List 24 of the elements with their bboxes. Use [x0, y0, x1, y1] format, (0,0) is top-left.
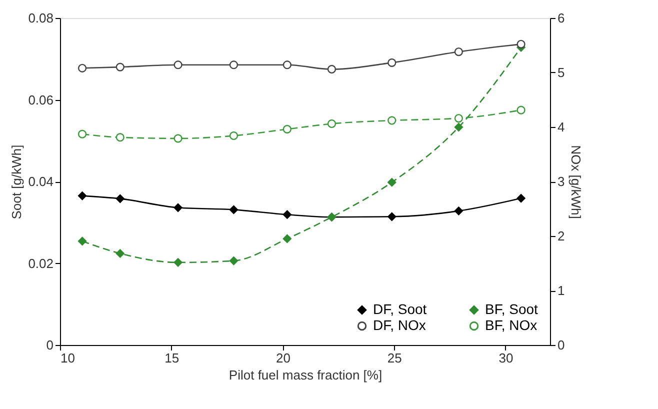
y-axis-title: Soot [g/kWh] — [9, 144, 24, 220]
y-tick-label: 0.06 — [28, 92, 54, 108]
x-tick-label: 10 — [60, 350, 75, 366]
y2-tick-label: 5 — [558, 65, 565, 80]
y2-tick-label: 0 — [558, 338, 565, 352]
x-tick-label: 15 — [164, 350, 180, 366]
x-tick-label: 20 — [276, 350, 290, 366]
y2-tick-label: 3 — [558, 174, 565, 189]
y-tick-label: 0.02 — [28, 256, 54, 271]
y2-axis-title: NOx [g/kWh] — [568, 145, 584, 219]
x-tick-label: 30 — [498, 350, 514, 366]
y2-tick-label: 2 — [558, 228, 565, 244]
y2-tick-label: 6 — [558, 10, 565, 26]
x-axis-title: Pilot fuel mass fraction [%] — [228, 368, 382, 382]
y2-tick-label: 4 — [558, 120, 565, 134]
legend-label: BF, NOx — [485, 317, 538, 333]
x-tick-label: 25 — [387, 350, 402, 366]
y-tick-label: 0.08 — [28, 10, 54, 26]
y2-tick-label: 1 — [558, 283, 565, 298]
y-tick-label: 0 — [46, 338, 54, 352]
legend-label: DF, Soot — [373, 301, 427, 317]
y-tick-label: 0.04 — [28, 174, 54, 189]
legend-label: BF, Soot — [485, 301, 538, 317]
legend-label: DF, NOx — [373, 317, 426, 333]
